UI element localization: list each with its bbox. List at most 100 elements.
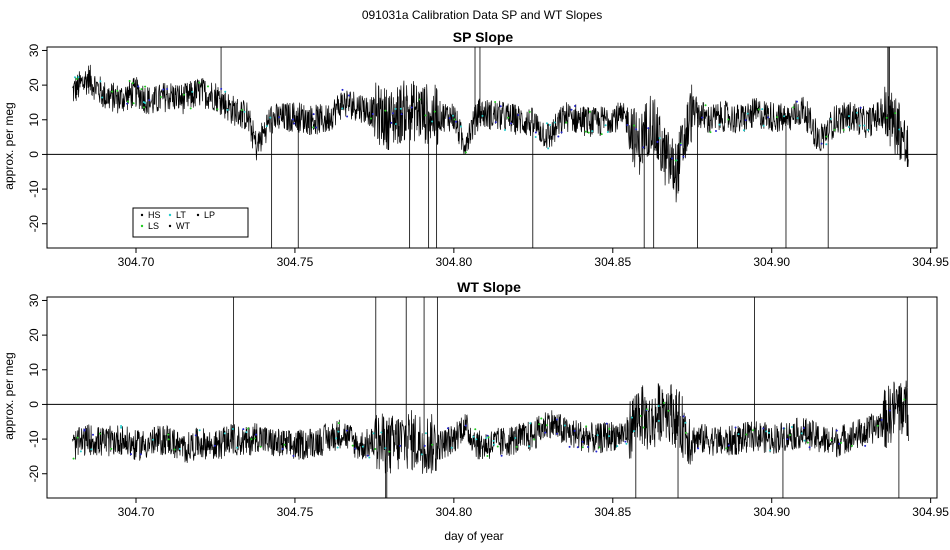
wt-calibration-point	[292, 454, 295, 457]
sp-calibration-point	[604, 124, 607, 127]
wt-calibration-point	[337, 430, 340, 433]
wt-calibration-point	[492, 439, 495, 442]
wt-calibration-point	[474, 428, 477, 431]
sp-calibration-point	[718, 123, 721, 126]
sp-calibration-point	[847, 126, 850, 129]
wt-calibration-point	[380, 431, 383, 434]
sp-calibration-point	[744, 119, 747, 122]
legend-label-wt: WT	[176, 221, 190, 231]
wt-calibration-point	[361, 445, 364, 448]
wt-calibration-point	[242, 428, 245, 431]
wt-calibration-point	[903, 398, 906, 401]
sp-calibration-point	[433, 110, 436, 113]
sp-calibration-point	[116, 89, 119, 92]
legend-label-hs: HS	[148, 210, 161, 220]
wt-calibration-point	[515, 445, 518, 448]
wt-calibration-point	[464, 424, 467, 427]
sp-y-tick-label: 30	[27, 43, 41, 57]
wt-calibration-point	[662, 401, 665, 404]
sp-calibration-point	[626, 123, 629, 126]
sp-calibration-point	[848, 115, 851, 118]
sp-calibration-point	[220, 87, 223, 90]
sp-calibration-point	[863, 124, 866, 127]
sp-calibration-point	[191, 90, 194, 93]
sp-calibration-point	[454, 120, 457, 123]
wt-x-tick-label: 304.90	[753, 505, 790, 519]
wt-calibration-point	[624, 440, 627, 443]
sp-calibration-point	[75, 77, 78, 80]
legend-marker-lt	[168, 213, 172, 217]
sp-calibration-point	[679, 143, 682, 146]
sp-x-tick-label: 304.80	[436, 255, 473, 269]
wt-calibration-point	[800, 432, 803, 435]
wt-calibration-point	[684, 421, 687, 424]
wt-calibration-point	[475, 438, 478, 441]
wt-calibration-point	[725, 447, 728, 450]
wt-calibration-point	[83, 428, 86, 431]
wt-calibration-point	[194, 434, 197, 437]
sp-calibration-point	[369, 117, 372, 120]
sp-calibration-point	[224, 90, 227, 93]
wt-calibration-point	[639, 414, 642, 417]
sp-calibration-point	[448, 117, 451, 120]
wt-calibration-point	[420, 453, 423, 456]
sp-calibration-point	[534, 136, 537, 139]
wt-calibration-point	[446, 427, 449, 430]
sp-calibration-point	[494, 121, 497, 124]
wt-calibration-point	[485, 437, 488, 440]
wt-calibration-point	[876, 424, 879, 427]
wt-calibration-point	[605, 422, 608, 425]
sp-calibration-point	[312, 126, 315, 129]
wt-calibration-point	[838, 442, 841, 445]
sp-calibration-point	[384, 109, 387, 112]
sp-calibration-point	[453, 118, 456, 121]
sp-calibration-point	[557, 135, 560, 138]
sp-calibration-point	[111, 90, 114, 93]
wt-calibration-point	[585, 425, 588, 428]
sp-calibration-point	[565, 121, 568, 124]
wt-calibration-point	[633, 430, 636, 433]
sp-y-tick-label: -10	[27, 180, 41, 198]
wt-calibration-point	[806, 441, 809, 444]
sp-y-tick-label: 10	[27, 113, 41, 127]
sp-y-tick-label: 20	[27, 78, 41, 92]
wt-calibration-point	[372, 432, 375, 435]
sp-calibration-point	[656, 140, 659, 143]
sp-calibration-point	[278, 116, 281, 119]
sp-calibration-point	[757, 108, 760, 111]
wt-calibration-point	[835, 429, 838, 432]
sp-calibration-point	[829, 117, 832, 120]
sp-calibration-point	[162, 88, 165, 91]
sp-calibration-point	[431, 120, 434, 123]
sp-calibration-point	[126, 102, 129, 105]
wt-calibration-point	[786, 438, 789, 441]
sp-calibration-point	[825, 143, 828, 146]
wt-calibration-point	[255, 433, 258, 436]
sp-calibration-point	[574, 105, 577, 108]
wt-calibration-point	[616, 445, 619, 448]
sp-calibration-point	[704, 104, 707, 107]
sp-calibration-point	[776, 116, 779, 119]
wt-calibration-point	[745, 433, 748, 436]
sp-calibration-point	[762, 124, 765, 127]
sp-calibration-point	[866, 128, 869, 131]
sp-calibration-point	[674, 159, 677, 162]
sp-calibration-point	[742, 129, 745, 132]
sp-calibration-point	[584, 130, 587, 133]
sp-calibration-point	[635, 128, 638, 131]
sp-calibration-point	[126, 100, 129, 103]
legend-marker-hs	[140, 213, 144, 217]
sp-calibration-point	[390, 121, 393, 124]
sp-calibration-point	[144, 101, 147, 104]
wt-calibration-point	[840, 441, 843, 444]
wt-calibration-point	[139, 453, 142, 456]
sp-slope-title: SP Slope	[453, 29, 514, 45]
sp-calibration-point	[269, 116, 272, 119]
sp-calibration-point	[346, 115, 349, 118]
wt-y-tick-label: -10	[27, 430, 41, 448]
sp-calibration-point	[166, 87, 169, 90]
sp-slope-ylabel: approx. per meg	[2, 102, 16, 189]
wt-calibration-point	[450, 446, 453, 449]
wt-calibration-point	[752, 429, 755, 432]
